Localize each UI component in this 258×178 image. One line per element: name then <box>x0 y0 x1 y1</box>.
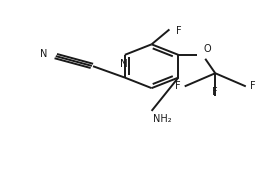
Text: F: F <box>212 87 218 97</box>
Text: N: N <box>40 49 47 59</box>
Text: O: O <box>204 44 211 54</box>
Text: F: F <box>250 81 255 91</box>
Text: F: F <box>175 81 181 91</box>
Text: F: F <box>176 26 181 36</box>
Text: N: N <box>120 59 127 69</box>
Text: NH₂: NH₂ <box>153 114 172 124</box>
